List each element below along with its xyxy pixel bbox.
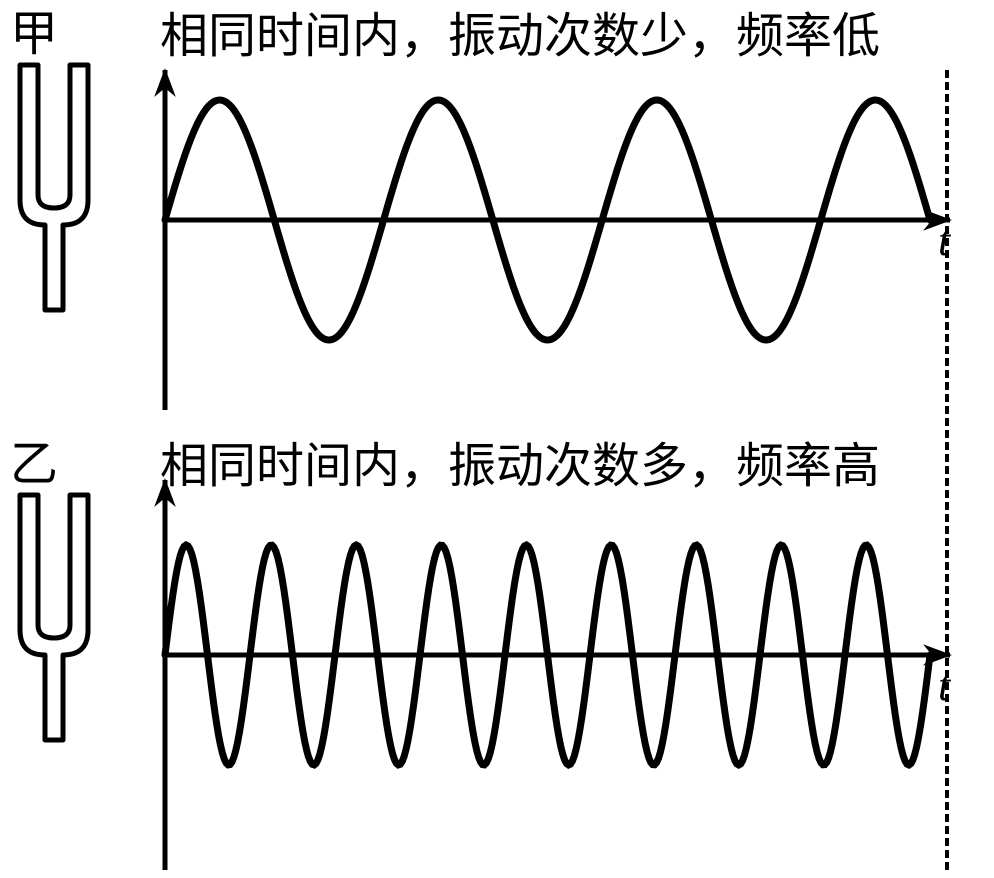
label-bottom: 乙: [10, 424, 58, 494]
wave-section-bottom: 乙 相同时间内，振动次数多，频率高 t: [0, 430, 994, 878]
wave-section-top: 甲 相同时间内，振动次数少，频率低 t: [0, 0, 994, 430]
tuning-fork-icon: [10, 490, 100, 750]
wave-chart-bottom: [130, 470, 980, 870]
tuning-fork-icon: [10, 60, 100, 320]
dashed-boundary-line: [945, 70, 949, 870]
wave-chart-top: [130, 50, 980, 410]
label-top: 甲: [10, 0, 58, 64]
